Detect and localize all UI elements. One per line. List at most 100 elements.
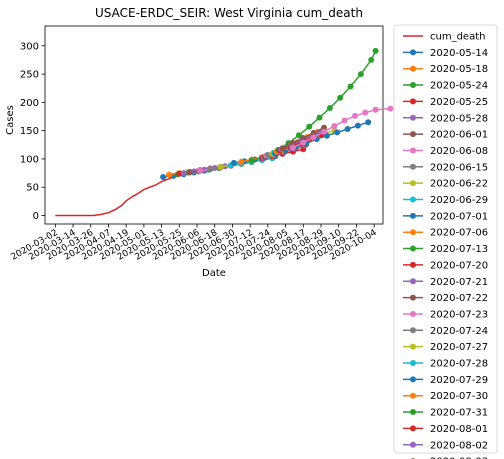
legend-label: 2020-06-22: [430, 179, 488, 190]
legend-label: 2020-08-01: [430, 424, 488, 435]
y-tick-label: 150: [20, 126, 39, 137]
legend-label: 2020-05-14: [430, 48, 488, 59]
legend-entry: cum_death: [403, 32, 485, 43]
y-tick-label: 200: [20, 98, 39, 109]
legend-label: 2020-07-01: [430, 211, 488, 222]
series-2020-08-03: [279, 124, 327, 152]
data-point: [217, 163, 224, 170]
legend-marker: [410, 82, 416, 89]
legend-entry: 2020-07-28: [403, 359, 488, 370]
chart-title: USACE-ERDC_SEIR: West Virginia cum_death: [95, 6, 363, 20]
legend-label: 2020-06-08: [430, 146, 488, 157]
y-axis: 0 50 100 150 200 250 300: [20, 41, 45, 222]
data-point: [331, 123, 338, 130]
legend-entry: 2020-07-29: [403, 375, 488, 386]
legend-entry: 2020-07-24: [403, 326, 488, 337]
data-point: [321, 128, 327, 135]
legend-entry: 2020-07-20: [403, 260, 488, 271]
data-point: [186, 169, 193, 176]
legend-label: 2020-06-15: [430, 162, 488, 173]
series-line-cum-death: [55, 175, 180, 217]
legend-label: 2020-07-28: [430, 359, 488, 370]
x-axis-label: Date: [202, 268, 226, 279]
data-point: [180, 170, 187, 177]
data-point: [166, 171, 172, 178]
series-2020-07-29: [272, 119, 372, 157]
data-point: [300, 139, 307, 146]
legend-entry: 2020-05-25: [403, 97, 488, 108]
legend-label: 2020-05-18: [430, 64, 488, 75]
data-point: [295, 132, 302, 139]
legend-label: 2020-08-03: [430, 457, 488, 459]
legend-label: 2020-07-20: [430, 260, 488, 271]
legend-entry: 2020-07-27: [403, 342, 488, 353]
legend-entry: 2020-06-22: [403, 179, 488, 190]
legend-label: 2020-07-13: [430, 244, 488, 255]
data-point: [316, 114, 323, 121]
data-point: [160, 174, 167, 180]
legend-entry: 2020-07-23: [403, 309, 488, 320]
data-point: [310, 134, 317, 141]
legend-marker: [410, 229, 416, 236]
data-point: [362, 109, 369, 116]
legend-marker: [410, 441, 416, 448]
legend: cum_death 2020-05-14 2020-05-18 2020-05-24 2…: [393, 24, 498, 459]
data-point: [290, 140, 296, 147]
legend-marker: [410, 180, 416, 187]
data-point: [230, 159, 237, 166]
plot-area: [44, 25, 394, 225]
legend-marker: [410, 425, 416, 432]
plot-frame: [44, 25, 384, 225]
legend-label: 2020-05-24: [430, 81, 488, 92]
legend-entry: 2020-06-15: [403, 162, 488, 173]
data-point: [347, 83, 354, 90]
legend-marker: [410, 278, 416, 285]
data-point: [207, 166, 214, 173]
legend-entry: 2020-06-01: [403, 130, 488, 141]
legend-label: 2020-07-23: [430, 309, 488, 320]
y-tick-label: 300: [20, 41, 39, 52]
data-point: [238, 158, 245, 165]
x-axis: 2020-03-022020-03-142020-03-262020-04-07…: [10, 224, 379, 263]
legend-marker: [410, 212, 416, 219]
data-point: [337, 94, 344, 101]
legend-entry: 2020-07-21: [403, 277, 488, 288]
y-tick-label: 0: [33, 211, 39, 222]
legend-entry: 2020-05-28: [403, 113, 488, 124]
legend-marker: [410, 147, 416, 154]
data-point: [300, 135, 307, 141]
data-point: [306, 123, 313, 130]
legend-entry: 2020-06-29: [403, 195, 488, 206]
data-point: [344, 126, 351, 132]
series-2020-08-10: [290, 105, 394, 151]
legend-marker: [410, 343, 416, 350]
y-axis-label: Cases: [5, 105, 16, 135]
data-point: [387, 105, 394, 112]
legend-marker: [410, 360, 416, 366]
legend-entry: 2020-07-22: [403, 293, 488, 304]
legend-entry: 2020-05-18: [403, 64, 488, 75]
legend-label: 2020-07-31: [430, 408, 488, 419]
legend-marker: [410, 163, 416, 170]
legend-marker: [410, 114, 416, 121]
data-point: [334, 129, 341, 136]
y-tick-label: 50: [26, 183, 39, 194]
legend-marker: [410, 245, 416, 252]
data-point: [197, 167, 203, 174]
legend-label: 2020-06-29: [430, 195, 488, 206]
legend-label: 2020-07-21: [430, 277, 488, 288]
legend-entry: 2020-07-31: [403, 408, 488, 419]
legend-label: 2020-07-24: [430, 326, 488, 337]
data-point: [368, 56, 375, 63]
data-point: [326, 105, 333, 111]
data-point: [279, 145, 286, 152]
legend-marker: [410, 196, 416, 203]
legend-marker: [410, 392, 416, 399]
data-point: [248, 157, 255, 164]
legend-label: 2020-07-30: [430, 391, 488, 402]
legend-label: cum_death: [430, 32, 485, 43]
data-point: [310, 129, 317, 136]
data-point: [341, 117, 348, 124]
data-point: [176, 170, 183, 177]
legend-marker: [410, 131, 416, 138]
